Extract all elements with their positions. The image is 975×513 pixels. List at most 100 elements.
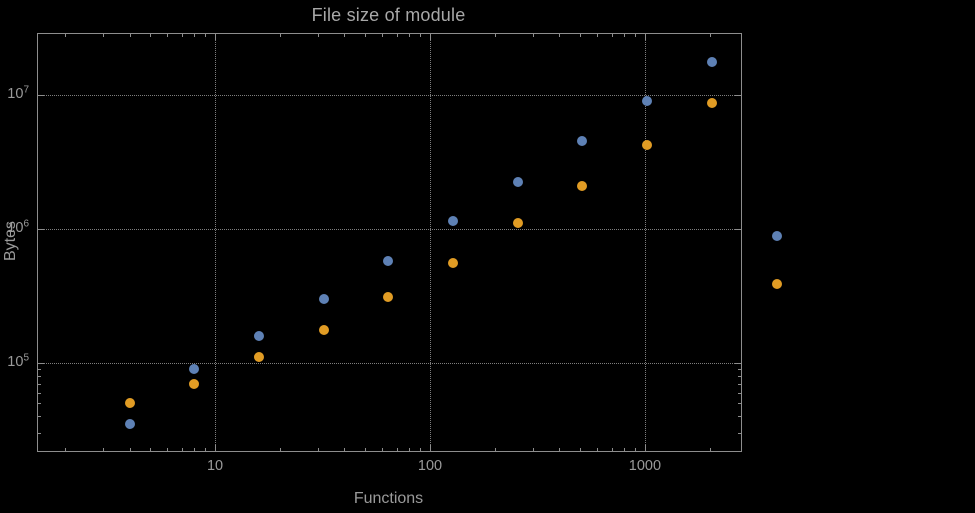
data-point-orange	[189, 378, 200, 389]
y-minor-tick	[738, 416, 741, 418]
y-minor-tick	[738, 362, 741, 364]
data-point-blue	[318, 293, 329, 304]
y-minor-tick	[738, 403, 741, 405]
x-minor-tick	[317, 34, 319, 37]
x-minor-tick	[709, 34, 711, 37]
x-minor-tick	[559, 34, 561, 37]
data-point-orange	[771, 278, 782, 289]
x-minor-tick	[420, 34, 422, 37]
x-minor-tick	[580, 34, 582, 37]
gridline-vertical	[215, 34, 217, 451]
data-point-orange	[124, 398, 135, 409]
x-minor-tick	[167, 34, 169, 37]
gridline-vertical	[644, 34, 646, 451]
data-point-orange	[253, 352, 264, 363]
gridline-vertical	[429, 34, 431, 451]
x-minor-tick	[194, 448, 196, 451]
x-minor-tick	[635, 34, 637, 37]
x-minor-tick	[396, 34, 398, 37]
x-minor-tick	[409, 448, 411, 451]
y-major-tick	[38, 362, 44, 364]
y-minor-tick	[738, 392, 741, 394]
y-tick-label: 106	[7, 218, 29, 237]
y-minor-tick	[38, 228, 41, 230]
x-minor-tick	[181, 34, 183, 37]
x-tick-label: 100	[417, 458, 443, 474]
x-minor-tick	[205, 448, 207, 451]
x-minor-tick	[532, 448, 534, 451]
x-minor-tick	[344, 448, 346, 451]
data-point-blue	[448, 215, 459, 226]
x-minor-tick	[409, 34, 411, 37]
x-minor-tick	[635, 448, 637, 451]
y-minor-tick	[738, 94, 741, 96]
x-minor-tick	[181, 448, 183, 451]
data-point-orange	[642, 140, 653, 151]
x-minor-tick	[597, 448, 599, 451]
x-minor-tick	[167, 448, 169, 451]
chart-title: File size of module	[311, 5, 466, 25]
x-minor-tick	[344, 34, 346, 37]
x-major-tick	[429, 445, 431, 451]
gridline-horizontal	[38, 362, 741, 364]
x-minor-tick	[382, 448, 384, 451]
y-minor-tick	[738, 375, 741, 377]
x-major-tick	[215, 34, 217, 40]
data-point-orange	[448, 257, 459, 268]
x-minor-tick	[129, 448, 131, 451]
gridline-horizontal	[38, 94, 741, 96]
data-point-blue	[512, 176, 523, 187]
x-minor-tick	[150, 448, 152, 451]
x-minor-tick	[420, 448, 422, 451]
x-minor-tick	[611, 34, 613, 37]
y-minor-tick	[38, 383, 41, 385]
gridline-horizontal	[38, 228, 741, 230]
x-minor-tick	[532, 34, 534, 37]
x-minor-tick	[597, 34, 599, 37]
x-tick-label: 10	[206, 458, 224, 474]
x-axis-label: Functions	[353, 490, 424, 507]
data-point-orange	[512, 218, 523, 229]
x-minor-tick	[64, 34, 66, 37]
x-minor-tick	[580, 448, 582, 451]
y-tick-label: 105	[7, 352, 29, 371]
y-tick-label: 107	[7, 84, 29, 103]
x-minor-tick	[559, 448, 561, 451]
y-minor-tick	[38, 432, 41, 434]
data-point-blue	[642, 96, 653, 107]
x-major-tick	[644, 445, 646, 451]
plot-area: 10 100 1000 105 106 107	[7, 33, 782, 474]
x-minor-tick	[279, 448, 281, 451]
x-minor-tick	[64, 448, 66, 451]
data-point-blue	[124, 418, 135, 429]
y-minor-tick	[38, 94, 41, 96]
x-minor-tick	[102, 34, 104, 37]
x-minor-tick	[205, 34, 207, 37]
x-minor-tick	[611, 448, 613, 451]
data-point-blue	[189, 364, 200, 375]
x-minor-tick	[709, 448, 711, 451]
y-minor-tick	[738, 369, 741, 371]
x-minor-tick	[396, 448, 398, 451]
x-minor-tick	[365, 34, 367, 37]
x-minor-tick	[102, 448, 104, 451]
data-point-orange	[577, 180, 588, 191]
y-minor-tick	[738, 383, 741, 385]
data-point-blue	[253, 330, 264, 341]
x-minor-tick	[494, 34, 496, 37]
y-minor-tick	[38, 362, 41, 364]
data-point-orange	[706, 98, 717, 109]
y-minor-tick	[38, 369, 41, 371]
x-tick-label: 1000	[628, 458, 662, 474]
x-major-tick	[429, 34, 431, 40]
data-point-orange	[383, 292, 394, 303]
x-major-tick	[644, 34, 646, 40]
y-minor-tick	[738, 432, 741, 434]
x-minor-tick	[624, 448, 626, 451]
y-minor-tick	[738, 228, 741, 230]
x-minor-tick	[382, 34, 384, 37]
y-minor-tick	[38, 392, 41, 394]
y-minor-tick	[38, 375, 41, 377]
x-minor-tick	[494, 448, 496, 451]
